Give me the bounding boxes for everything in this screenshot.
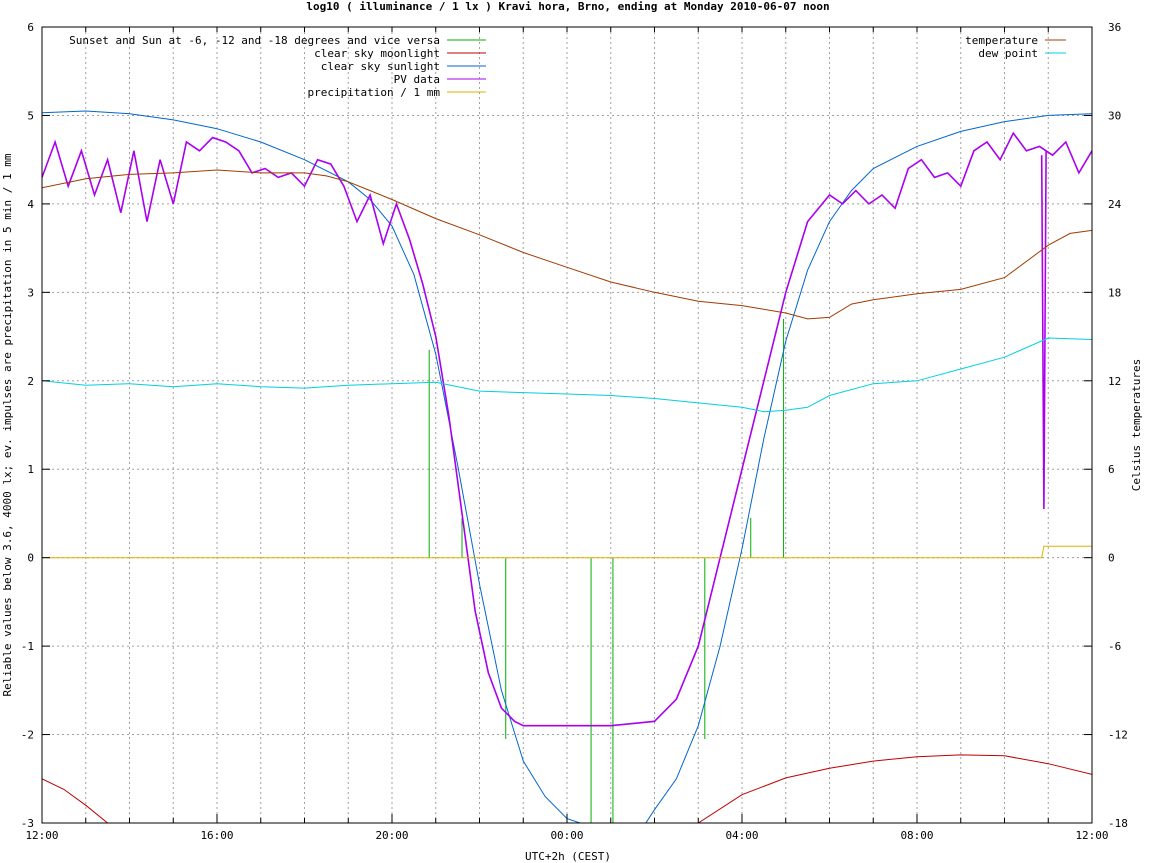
x-tick-label: 04:00 bbox=[725, 829, 758, 842]
y2-tick-label: 24 bbox=[1108, 198, 1122, 211]
y-axis-label: Reliable values below 3.6, 4000 lx; ev. … bbox=[1, 153, 14, 696]
y2-tick-label: -12 bbox=[1108, 729, 1128, 742]
y-tick-label: 0 bbox=[27, 552, 34, 565]
chart-title: log10 ( illuminance / 1 lx ) Kravi hora,… bbox=[306, 0, 829, 13]
series-temperature bbox=[42, 169, 1092, 320]
y2-tick-label: 0 bbox=[1108, 552, 1115, 565]
y-tick-label: -2 bbox=[21, 729, 34, 742]
legend-label: dew point bbox=[978, 47, 1038, 60]
legend-label: temperature bbox=[965, 34, 1038, 47]
y-tick-label: 5 bbox=[27, 109, 34, 122]
x-tick-label: 20:00 bbox=[375, 829, 408, 842]
legend: Sunset and Sun at -6, -12 and -18 degree… bbox=[69, 34, 1066, 99]
series-group bbox=[42, 110, 1092, 823]
y2-tick-label: 18 bbox=[1108, 286, 1121, 299]
legend-label: Sunset and Sun at -6, -12 and -18 degree… bbox=[69, 34, 440, 47]
y-tick-label: -1 bbox=[21, 640, 34, 653]
y2-tick-label: 30 bbox=[1108, 109, 1121, 122]
y-tick-label: 4 bbox=[27, 198, 34, 211]
series-precipitation-1-mm bbox=[42, 545, 1092, 559]
y-tick-label: 1 bbox=[27, 463, 34, 476]
y2-tick-label: -6 bbox=[1108, 640, 1121, 653]
x-tick-label: 00:00 bbox=[550, 829, 583, 842]
y-tick-label: 6 bbox=[27, 21, 34, 34]
x-tick-label: 12:00 bbox=[1075, 829, 1108, 842]
legend-label: clear sky sunlight bbox=[321, 60, 440, 73]
series-clear-sky-moonlight bbox=[42, 754, 1092, 823]
y2-tick-label: 6 bbox=[1108, 463, 1115, 476]
x-tick-label: 16:00 bbox=[200, 829, 233, 842]
plot-area bbox=[42, 110, 1092, 823]
legend-label: PV data bbox=[394, 73, 440, 86]
legend-label: precipitation / 1 mm bbox=[308, 86, 441, 99]
y2-tick-label: 36 bbox=[1108, 21, 1121, 34]
y2-axis-label: Celsius temperatures bbox=[1130, 359, 1143, 491]
y-tick-label: -3 bbox=[21, 817, 34, 830]
series-pv-data bbox=[42, 131, 1092, 727]
y-tick-label: 2 bbox=[27, 375, 34, 388]
series-pv-data-spike bbox=[1040, 150, 1047, 510]
x-tick-label: 08:00 bbox=[900, 829, 933, 842]
series-clear-sky-sunlight bbox=[42, 110, 1092, 823]
legend-label: clear sky moonlight bbox=[314, 47, 440, 60]
y2-tick-label: 12 bbox=[1108, 375, 1121, 388]
y2-tick-label: -18 bbox=[1108, 817, 1128, 830]
y-tick-label: 3 bbox=[27, 286, 34, 299]
x-axis-label: UTC+2h (CEST) bbox=[525, 850, 611, 863]
x-tick-label: 12:00 bbox=[25, 829, 58, 842]
series-dew-point bbox=[42, 337, 1092, 413]
